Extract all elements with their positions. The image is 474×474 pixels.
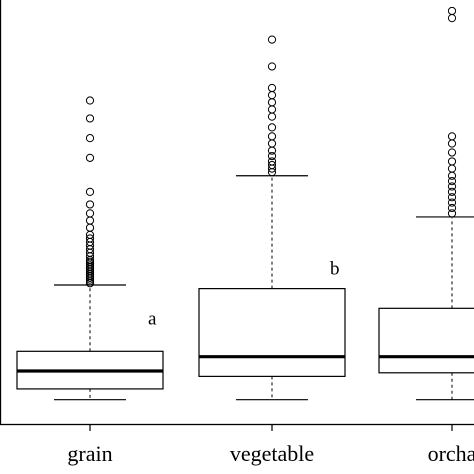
outlier-point xyxy=(447,14,457,23)
outlier-point xyxy=(447,139,457,148)
outlier-point xyxy=(267,132,277,141)
annotation-label: a xyxy=(148,308,157,329)
outlier-point xyxy=(267,98,277,107)
outlier-point xyxy=(267,139,277,148)
outlier-point xyxy=(85,209,95,218)
outlier-point xyxy=(447,132,457,141)
outlier-point xyxy=(85,153,95,162)
outlier-point xyxy=(267,83,277,93)
boxplot-series xyxy=(16,6,474,401)
outlier-point xyxy=(267,105,277,114)
outlier-point xyxy=(85,200,95,209)
box-orcha xyxy=(378,6,474,401)
outlier-point xyxy=(447,182,457,191)
outlier-point xyxy=(85,216,95,225)
outlier-point xyxy=(85,96,95,105)
outlier-point xyxy=(267,151,277,161)
outlier-point xyxy=(85,234,95,243)
outlier-point xyxy=(447,157,457,166)
box-vegetable xyxy=(198,35,346,401)
outlier-point xyxy=(447,177,457,186)
outlier-point xyxy=(447,203,457,213)
box-iqr xyxy=(378,307,474,374)
outlier-point xyxy=(267,91,277,100)
x-tick-label: grain xyxy=(67,441,112,466)
annotation-layer: ab xyxy=(148,258,340,329)
outlier-point xyxy=(267,146,277,155)
plot-frame xyxy=(0,0,474,426)
box-iqr xyxy=(198,288,346,377)
outlier-point xyxy=(85,223,95,232)
outlier-point xyxy=(267,35,277,44)
box-grain xyxy=(16,96,164,401)
x-tick-label: vegetable xyxy=(230,441,314,466)
outlier-point xyxy=(447,164,457,173)
outlier-point xyxy=(267,160,277,170)
plot-border xyxy=(0,0,474,426)
outlier-point xyxy=(447,6,457,16)
outlier-point xyxy=(85,114,95,123)
annotation-label: b xyxy=(330,258,340,279)
outlier-point xyxy=(447,148,457,157)
outlier-point xyxy=(447,187,457,196)
outlier-point xyxy=(85,187,95,196)
outlier-point xyxy=(267,62,277,71)
x-axis: grain vegetable orcha xyxy=(67,424,474,466)
outlier-point xyxy=(447,171,457,180)
outlier-point xyxy=(267,112,277,121)
outlier-point xyxy=(267,157,277,166)
outlier-point xyxy=(447,209,457,218)
outlier-point xyxy=(85,134,95,143)
outlier-point xyxy=(447,193,457,202)
outlier-point xyxy=(447,198,457,207)
x-tick-label: orcha xyxy=(428,441,474,466)
outlier-point xyxy=(267,123,277,132)
